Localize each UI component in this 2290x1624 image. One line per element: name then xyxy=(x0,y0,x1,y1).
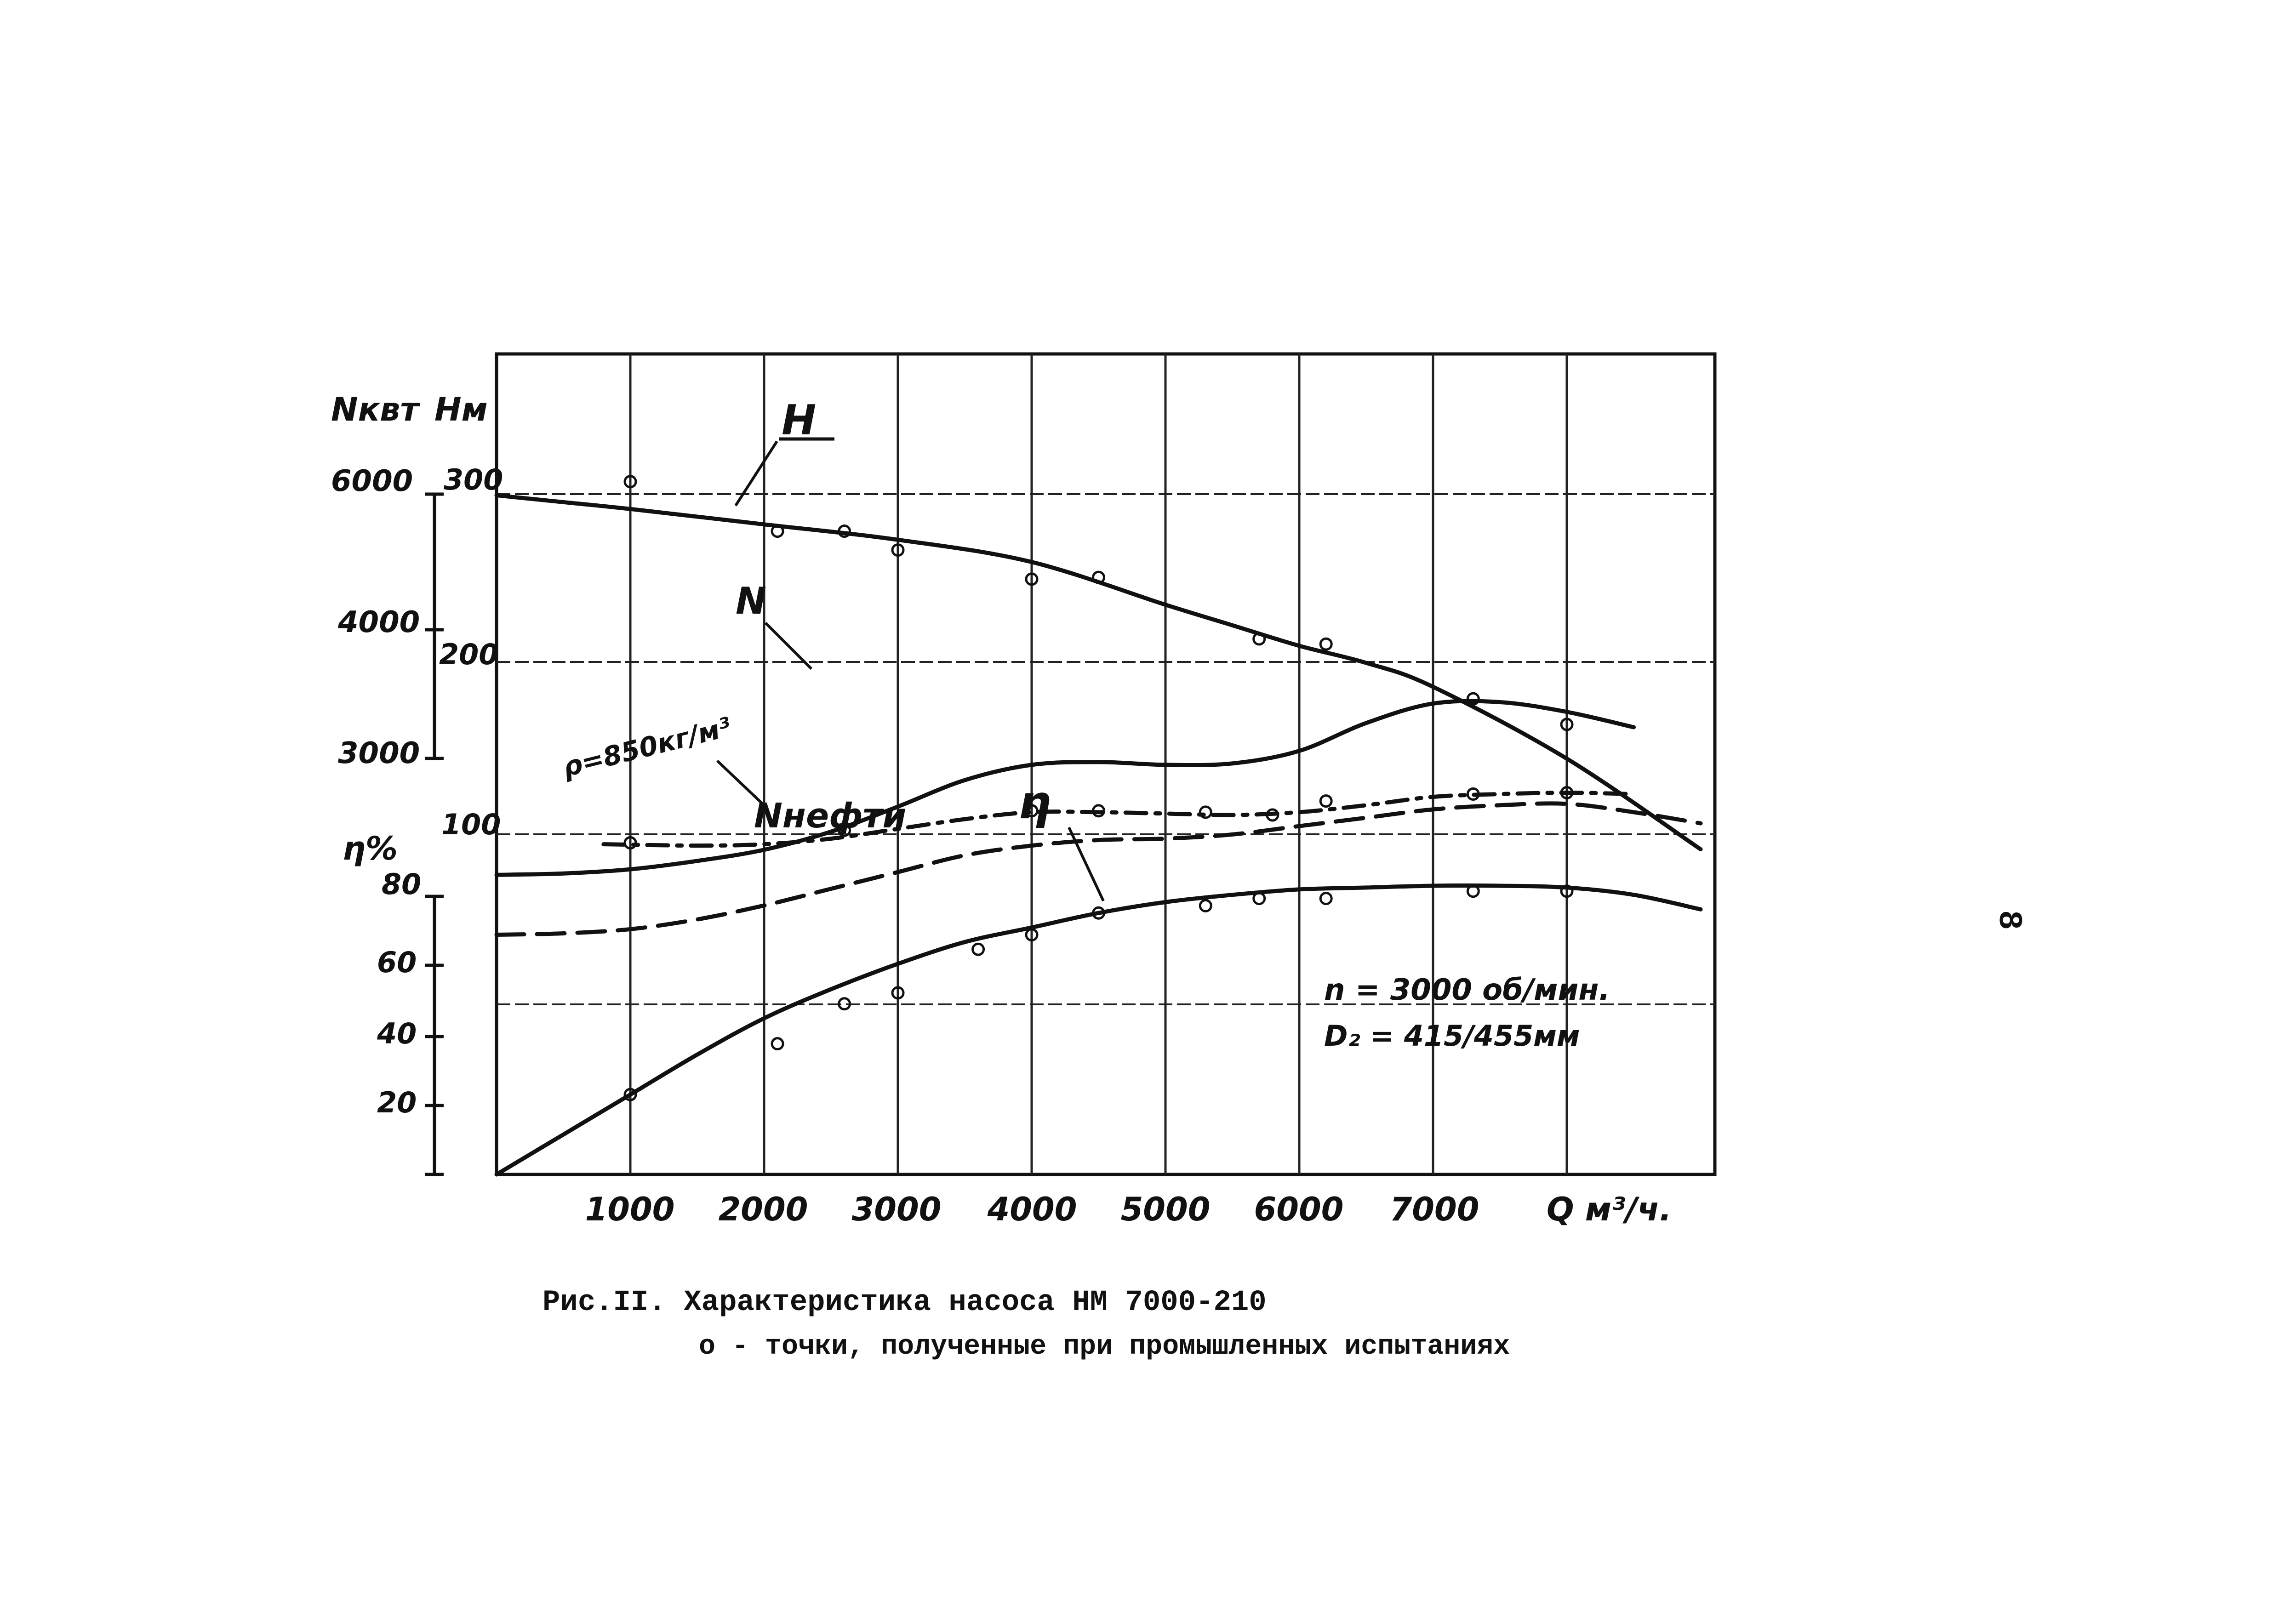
h-leader-line xyxy=(734,440,778,507)
measured-point xyxy=(1252,892,1266,906)
n-curve-label: N xyxy=(736,580,766,622)
annotations: H N Nнефти η ρ=850кг/м³ n = 3000 об/мин.… xyxy=(560,396,1610,1053)
measured-point xyxy=(623,1088,637,1101)
measured-point xyxy=(1466,787,1480,801)
measured-point xyxy=(1092,906,1105,920)
h-curve xyxy=(494,493,1703,852)
measured-point xyxy=(891,986,905,1000)
page-number: 8 xyxy=(1990,910,2027,930)
measured-point xyxy=(1092,570,1105,584)
h-axis-label: Hм xyxy=(434,391,488,428)
measured-point xyxy=(1319,637,1333,651)
measured-point xyxy=(771,524,784,538)
eta-curve-label: η xyxy=(1018,775,1051,829)
x-axis-label: Q м³/ч. xyxy=(1547,1191,1672,1228)
measured-point xyxy=(1252,632,1266,646)
grid xyxy=(495,352,1717,1176)
measured-point xyxy=(1266,808,1279,822)
measured-point xyxy=(1092,804,1105,818)
n-oil-leader-line xyxy=(716,759,765,806)
measured-point xyxy=(971,942,985,956)
measured-point xyxy=(1025,928,1039,942)
x-tick-label: 4000 xyxy=(987,1191,1077,1228)
measured-point xyxy=(1560,786,1574,799)
n-curve xyxy=(494,699,1636,877)
measured-point xyxy=(1560,718,1574,731)
measured-point xyxy=(623,836,637,850)
x-tick-label: 7000 xyxy=(1390,1191,1479,1228)
n-tick-label: 4000 xyxy=(337,605,420,639)
measured-point xyxy=(1199,899,1212,912)
plot-frame xyxy=(495,352,1717,1176)
n-dashdot-curve xyxy=(601,790,1636,848)
axes xyxy=(425,492,444,1176)
x-tick-label: 6000 xyxy=(1254,1191,1344,1228)
eta-tick-label: 60 xyxy=(377,946,417,979)
measured-point xyxy=(838,823,851,837)
measured-point xyxy=(1199,805,1212,819)
measured-point xyxy=(1560,884,1574,898)
y-tick-labels: Nквт Hм 6000 4000 3000 300 200 100 η% 80… xyxy=(331,391,503,1119)
h-tick-label: 300 xyxy=(444,463,503,496)
figure-caption-line1: Рис.II. Характеристика насоса НМ 7000-21… xyxy=(543,1286,1267,1319)
measured-point xyxy=(1025,804,1039,818)
measured-point xyxy=(1466,692,1480,706)
n-oil-curve-label: Nнефти xyxy=(754,796,906,836)
density-label: ρ=850кг/м³ xyxy=(560,711,734,783)
measured-point xyxy=(1319,794,1333,808)
eta-tick-label: 80 xyxy=(382,867,421,901)
efficiency-curve xyxy=(494,883,1703,1177)
x-tick-label: 5000 xyxy=(1121,1191,1211,1228)
n-axis-label: Nквт xyxy=(331,391,420,428)
x-tick-label: 2000 xyxy=(719,1191,808,1228)
measured-point xyxy=(623,475,637,489)
measured-point xyxy=(1025,572,1039,586)
measured-point xyxy=(771,1037,784,1051)
eta-axis-label: η% xyxy=(343,830,398,867)
h-tick-label: 100 xyxy=(441,808,501,841)
series-layer xyxy=(494,493,1703,1177)
speed-label: n = 3000 об/мин. xyxy=(1324,973,1610,1007)
figure-caption-line2: о - точки, полученные при промышленных и… xyxy=(699,1331,1510,1362)
n-oil-curve xyxy=(494,801,1703,937)
measured-point xyxy=(1466,884,1480,898)
n-tick-label: 3000 xyxy=(338,736,420,770)
h-curve-label: H xyxy=(782,396,816,444)
n-tick-label: 6000 xyxy=(331,464,413,498)
measured-point xyxy=(838,524,851,538)
x-tick-label: 1000 xyxy=(585,1191,675,1228)
eta-tick-label: 40 xyxy=(377,1017,417,1050)
measured-points-layer xyxy=(623,475,1574,1101)
x-tick-labels: 1000 2000 3000 4000 5000 6000 7000 Q м³/… xyxy=(585,1191,1672,1228)
eta-tick-label: 20 xyxy=(377,1086,417,1119)
eta-leader-line xyxy=(1068,826,1105,902)
impeller-diameter-label: D₂ = 415/455мм xyxy=(1324,1019,1580,1053)
n-leader-line xyxy=(764,621,813,670)
measured-point xyxy=(838,997,851,1011)
measured-point xyxy=(891,543,905,557)
x-tick-label: 3000 xyxy=(852,1191,942,1228)
h-tick-label: 200 xyxy=(439,638,498,671)
measured-point xyxy=(1319,892,1333,906)
